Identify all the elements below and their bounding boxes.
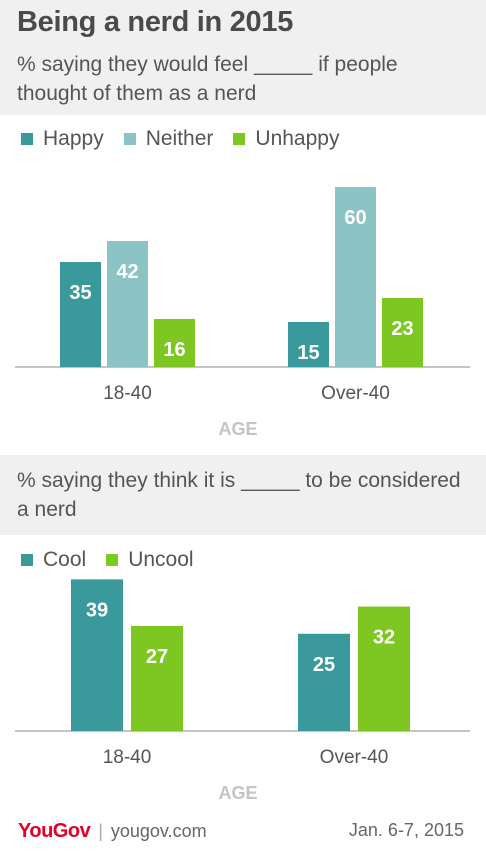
bar-unhappy-over-40 (382, 298, 423, 367)
data-label-cool-over-40: 25 (313, 654, 335, 676)
legend-item-uncool: Uncool (106, 548, 194, 572)
legend-label-cool: Cool (43, 548, 87, 571)
data-label-unhappy-over-40: 23 (391, 318, 413, 340)
bar-neither-over-40 (335, 187, 376, 367)
legend-swatch-neither (123, 133, 136, 145)
chart1-plot: 35 42 16 18-40 15 60 23 Over-40 AGE (15, 187, 470, 439)
data-label-unhappy-18-40: 16 (163, 339, 185, 361)
bar-uncool-18-40 (131, 626, 183, 731)
footer-brand: YouGov | yougov.com (18, 820, 207, 843)
legend-swatch-unhappy (233, 133, 246, 145)
bar-cool-over-40 (298, 633, 350, 731)
legend-item-unhappy: Unhappy (233, 127, 339, 151)
yougov-logo: YouGov (18, 820, 91, 842)
legend-item-neither: Neither (123, 127, 214, 151)
data-label-neither-over-40: 60 (344, 207, 366, 229)
chart-title: Being a nerd in 2015 (17, 6, 294, 38)
data-label-uncool-over-40: 32 (373, 627, 395, 649)
footer-url: yougov.com (110, 821, 207, 841)
data-label-neither-18-40: 42 (116, 261, 138, 283)
data-label-uncool-18-40: 27 (146, 646, 168, 668)
header-band (0, 0, 486, 115)
tick-label-over-40: Over-40 (321, 383, 390, 404)
section2-band (0, 455, 486, 535)
bar-cool-18-40 (71, 579, 123, 731)
tick-label-over-40: Over-40 (320, 747, 389, 768)
chart1-subtitle: % saying they would feel _____ if people… (17, 53, 398, 105)
x-axis-label: AGE (218, 419, 257, 439)
tick-label-18-40: 18-40 (103, 747, 152, 768)
legend-label-happy: Happy (43, 127, 104, 150)
x-axis-label: AGE (218, 783, 257, 803)
legend-label-neither: Neither (145, 127, 214, 150)
chart2-subtitle: % saying they think it is _____ to be co… (17, 469, 461, 521)
footer-divider: | (98, 821, 103, 841)
bar-neither-18-40 (107, 241, 148, 367)
legend-swatch-happy (21, 133, 33, 145)
legend-swatch-cool (21, 554, 33, 566)
data-label-happy-over-40: 15 (297, 342, 319, 364)
chart2-legend: Cool Uncool (21, 548, 214, 572)
data-label-cool-18-40: 39 (86, 599, 108, 621)
legend-label-uncool: Uncool (128, 548, 194, 571)
legend-label-unhappy: Unhappy (255, 127, 340, 150)
data-label-happy-18-40: 35 (69, 282, 91, 304)
bar-uncool-over-40 (358, 606, 410, 731)
chart1-legend: Happy Neither Unhappy (21, 127, 359, 151)
footer-date: Jan. 6-7, 2015 (348, 820, 464, 840)
bar-happy-18-40 (60, 262, 101, 367)
bar-happy-over-40 (288, 322, 329, 367)
legend-swatch-uncool (106, 554, 119, 566)
chart2-plot: 39 27 18-40 25 32 Over-40 AGE (15, 579, 470, 803)
legend-item-cool: Cool (21, 548, 86, 572)
legend-item-happy: Happy (21, 127, 104, 151)
bar-unhappy-18-40 (154, 319, 195, 367)
tick-label-18-40: 18-40 (103, 383, 152, 404)
